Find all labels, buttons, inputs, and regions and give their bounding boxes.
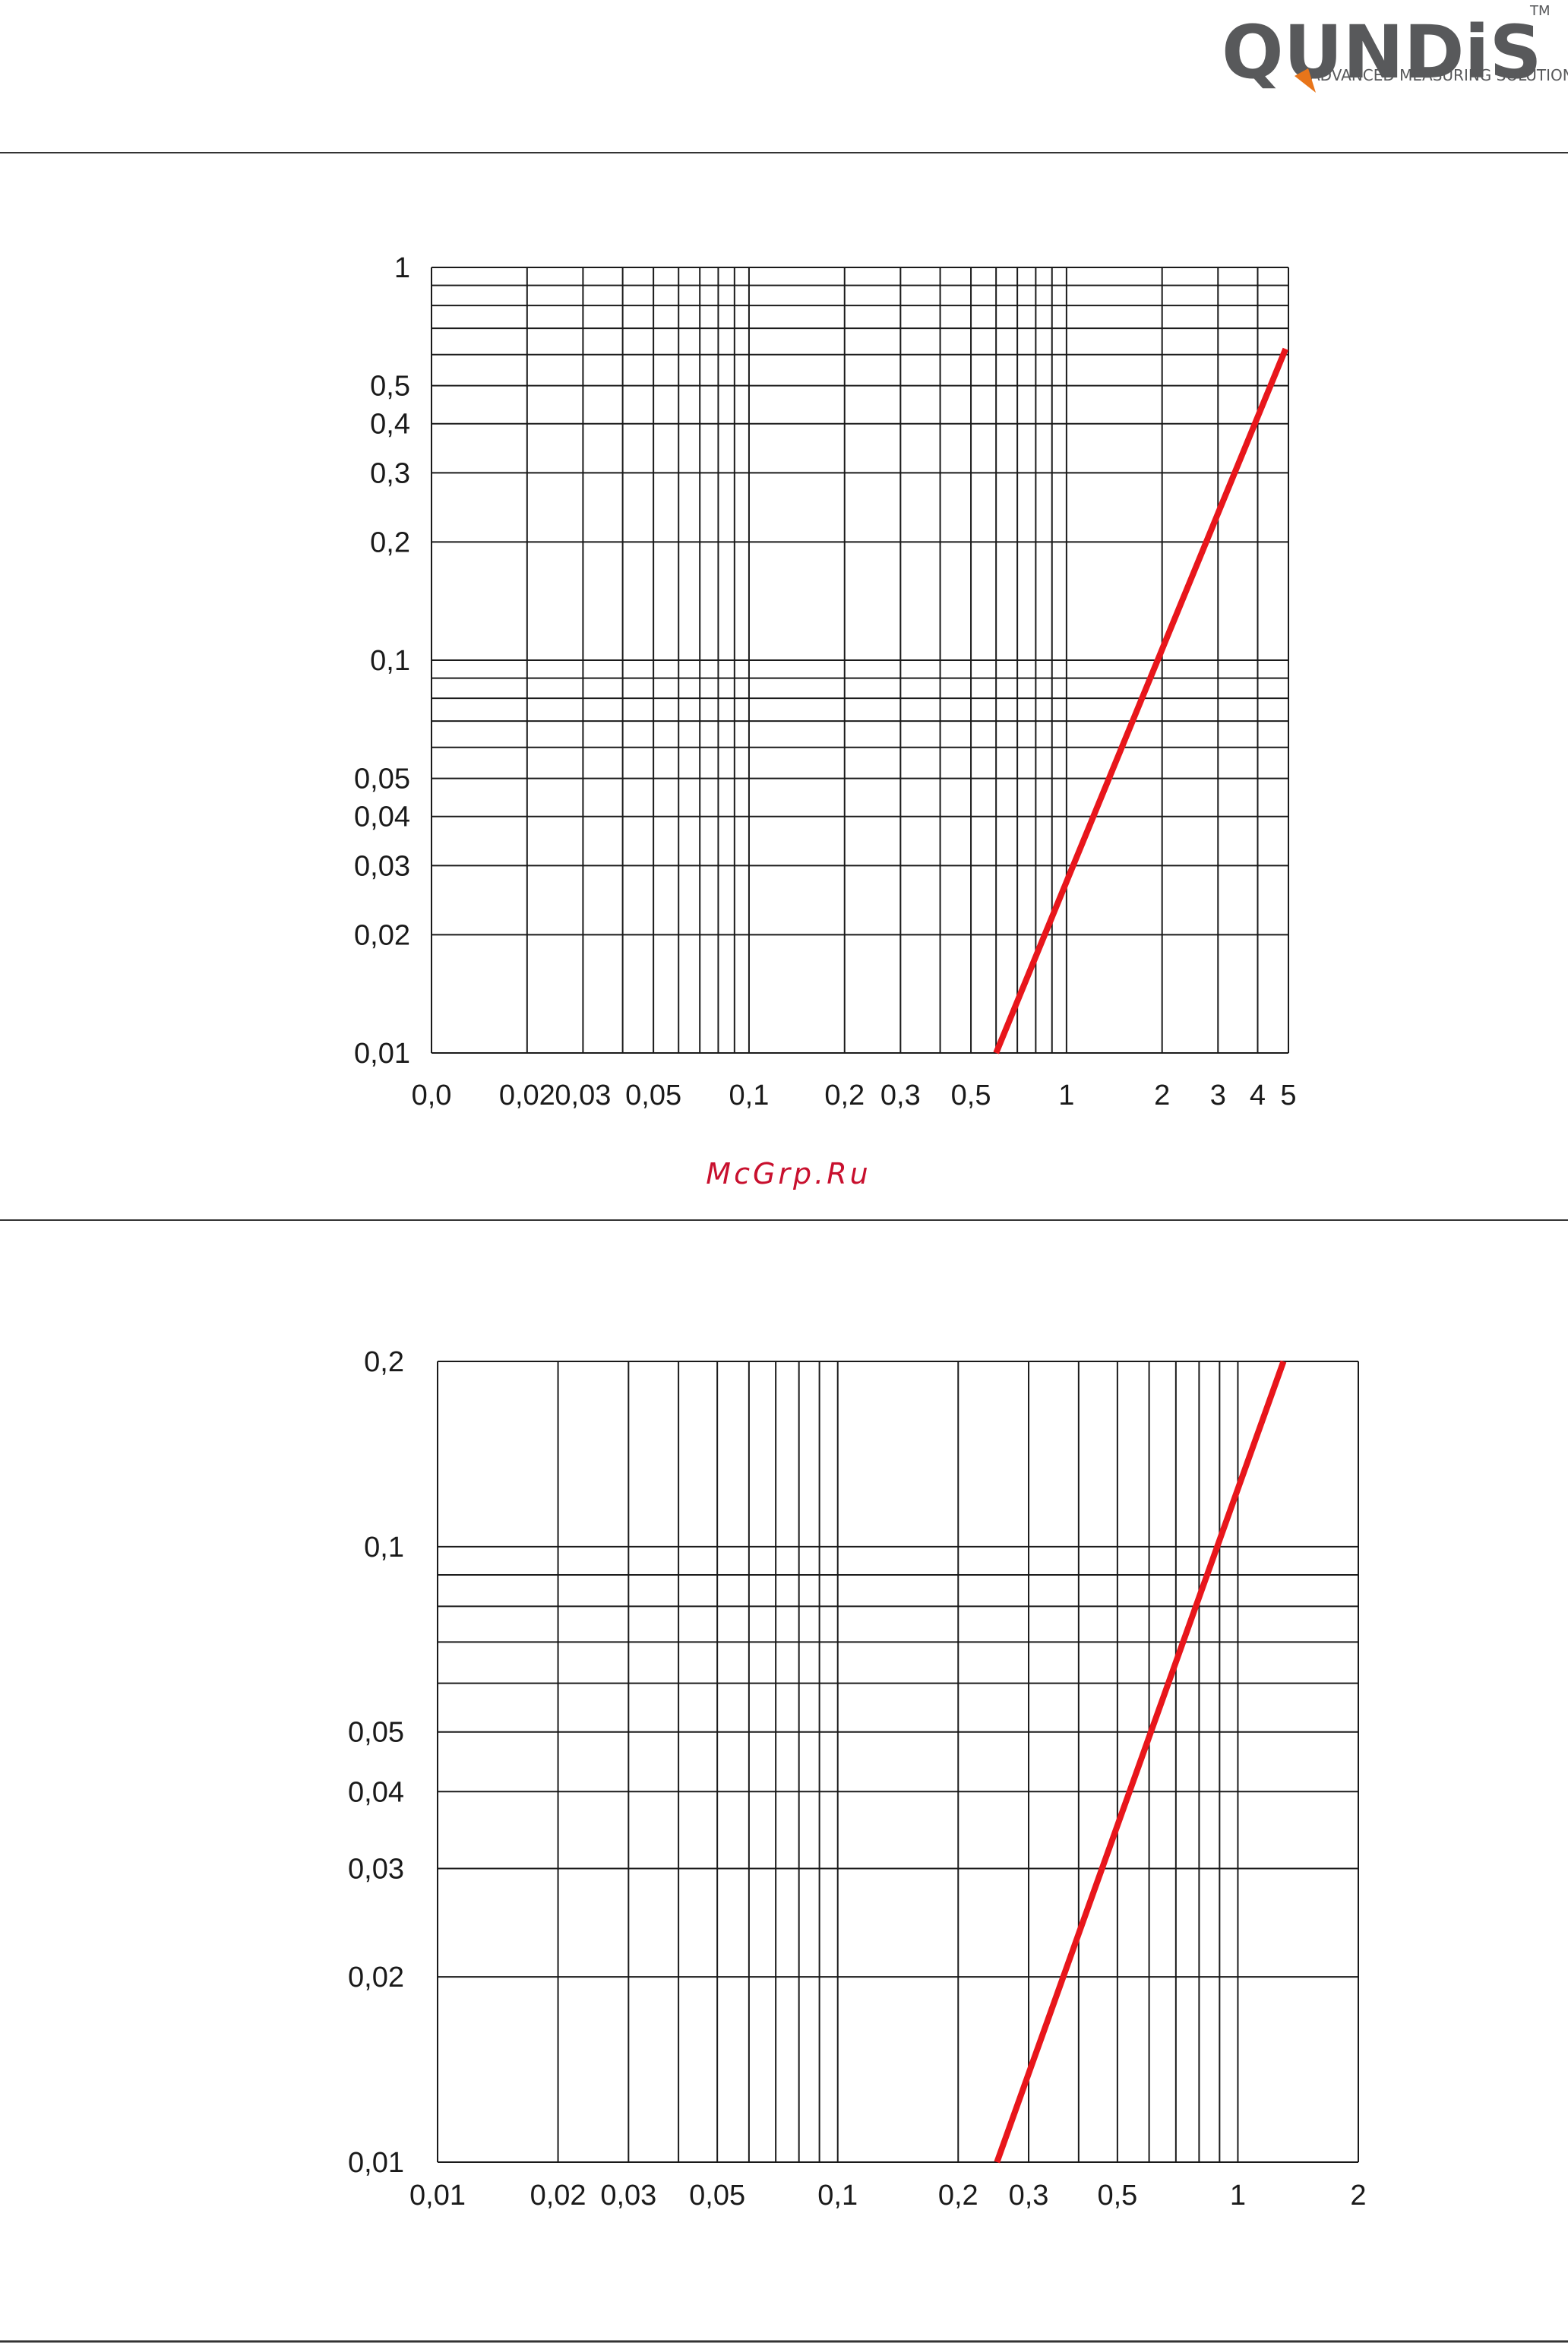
x-tick-label: 0,05 [689, 2180, 745, 2212]
x-tick-label: 0,03 [600, 2180, 656, 2212]
x-tick-label: 0,5 [951, 1080, 991, 1111]
x-tick-label: 4 [1250, 1080, 1266, 1111]
y-tick-label: 0,01 [354, 1038, 410, 1070]
chart-bottom: 0,01 0,02 0,03 0,05 0,1 0,2 0,3 0,5 1 2 0,2 0,1 0,05… [348, 1346, 1367, 2212]
y-tick-label: 0,1 [370, 645, 410, 677]
y-tick-label: 0,5 [370, 371, 410, 403]
x-tick-label: 2 [1154, 1080, 1170, 1111]
x-tick-label: 0,01 [409, 2180, 466, 2212]
y-tick-label: 0,04 [348, 1776, 404, 1808]
x-tick-label: 3 [1210, 1080, 1226, 1111]
logo-trademark: TM [1529, 3, 1551, 19]
y-tick-label: 0,02 [354, 919, 410, 951]
x-tick-label: 0,2 [824, 1080, 865, 1111]
x-tick-label: 5 [1280, 1080, 1296, 1111]
qundis-logo: QUNDiS ADVANCED MEASURING SOLUTIONS. TM [1222, 3, 1568, 95]
logo-wordmark: QUNDiS [1222, 10, 1542, 95]
series-line [994, 1360, 1287, 2164]
x-tick-label: 0,0 [412, 1080, 452, 1111]
x-tick-label: 1 [1058, 1080, 1074, 1111]
x-tick-label: 0,02 [530, 2180, 586, 2212]
y-tick-label: 0,4 [370, 409, 410, 441]
y-tick-label: 0,2 [364, 1346, 404, 1378]
x-tick-label: 0,1 [817, 2180, 858, 2212]
y-tick-label: 0,03 [348, 1853, 404, 1885]
y-tick-label: 0,3 [370, 457, 410, 489]
x-tick-label: 0,3 [880, 1080, 921, 1111]
x-tick-label: 0,05 [625, 1080, 681, 1111]
x-tick-label: 0,2 [938, 2180, 978, 2212]
x-tick-label: 0,3 [1009, 2180, 1049, 2212]
y-tick-label: 0,02 [348, 1962, 404, 1993]
y-tick-label: 0,2 [370, 526, 410, 558]
x-tick-label: 0,02 [499, 1080, 555, 1111]
x-tick-label: 2 [1350, 2180, 1366, 2212]
x-tick-label: 0,1 [729, 1080, 770, 1111]
y-tick-label: 1 [394, 252, 410, 284]
logo-accent-icon [1295, 68, 1316, 93]
y-tick-label: 0,05 [354, 764, 410, 795]
y-tick-label: 0,1 [364, 1532, 404, 1563]
chart-top: 0,0 0,02 0,03 0,05 0,1 0,2 0,3 0,5 1 2 3 4 510,50,40… [354, 252, 1297, 1111]
y-tick-label: 0,04 [354, 801, 410, 833]
y-tick-label: 0,01 [348, 2147, 404, 2179]
series-line [993, 347, 1288, 1054]
logo-tagline: ADVANCED MEASURING SOLUTIONS. [1310, 66, 1568, 84]
x-tick-label: 0,5 [1097, 2180, 1137, 2212]
y-tick-label: 0,05 [348, 1717, 404, 1749]
y-tick-label: 0,03 [354, 850, 410, 882]
x-tick-label: 1 [1230, 2180, 1246, 2212]
watermark-text: McGrp.Ru [706, 1157, 871, 1190]
x-tick-label: 0,03 [555, 1080, 611, 1111]
